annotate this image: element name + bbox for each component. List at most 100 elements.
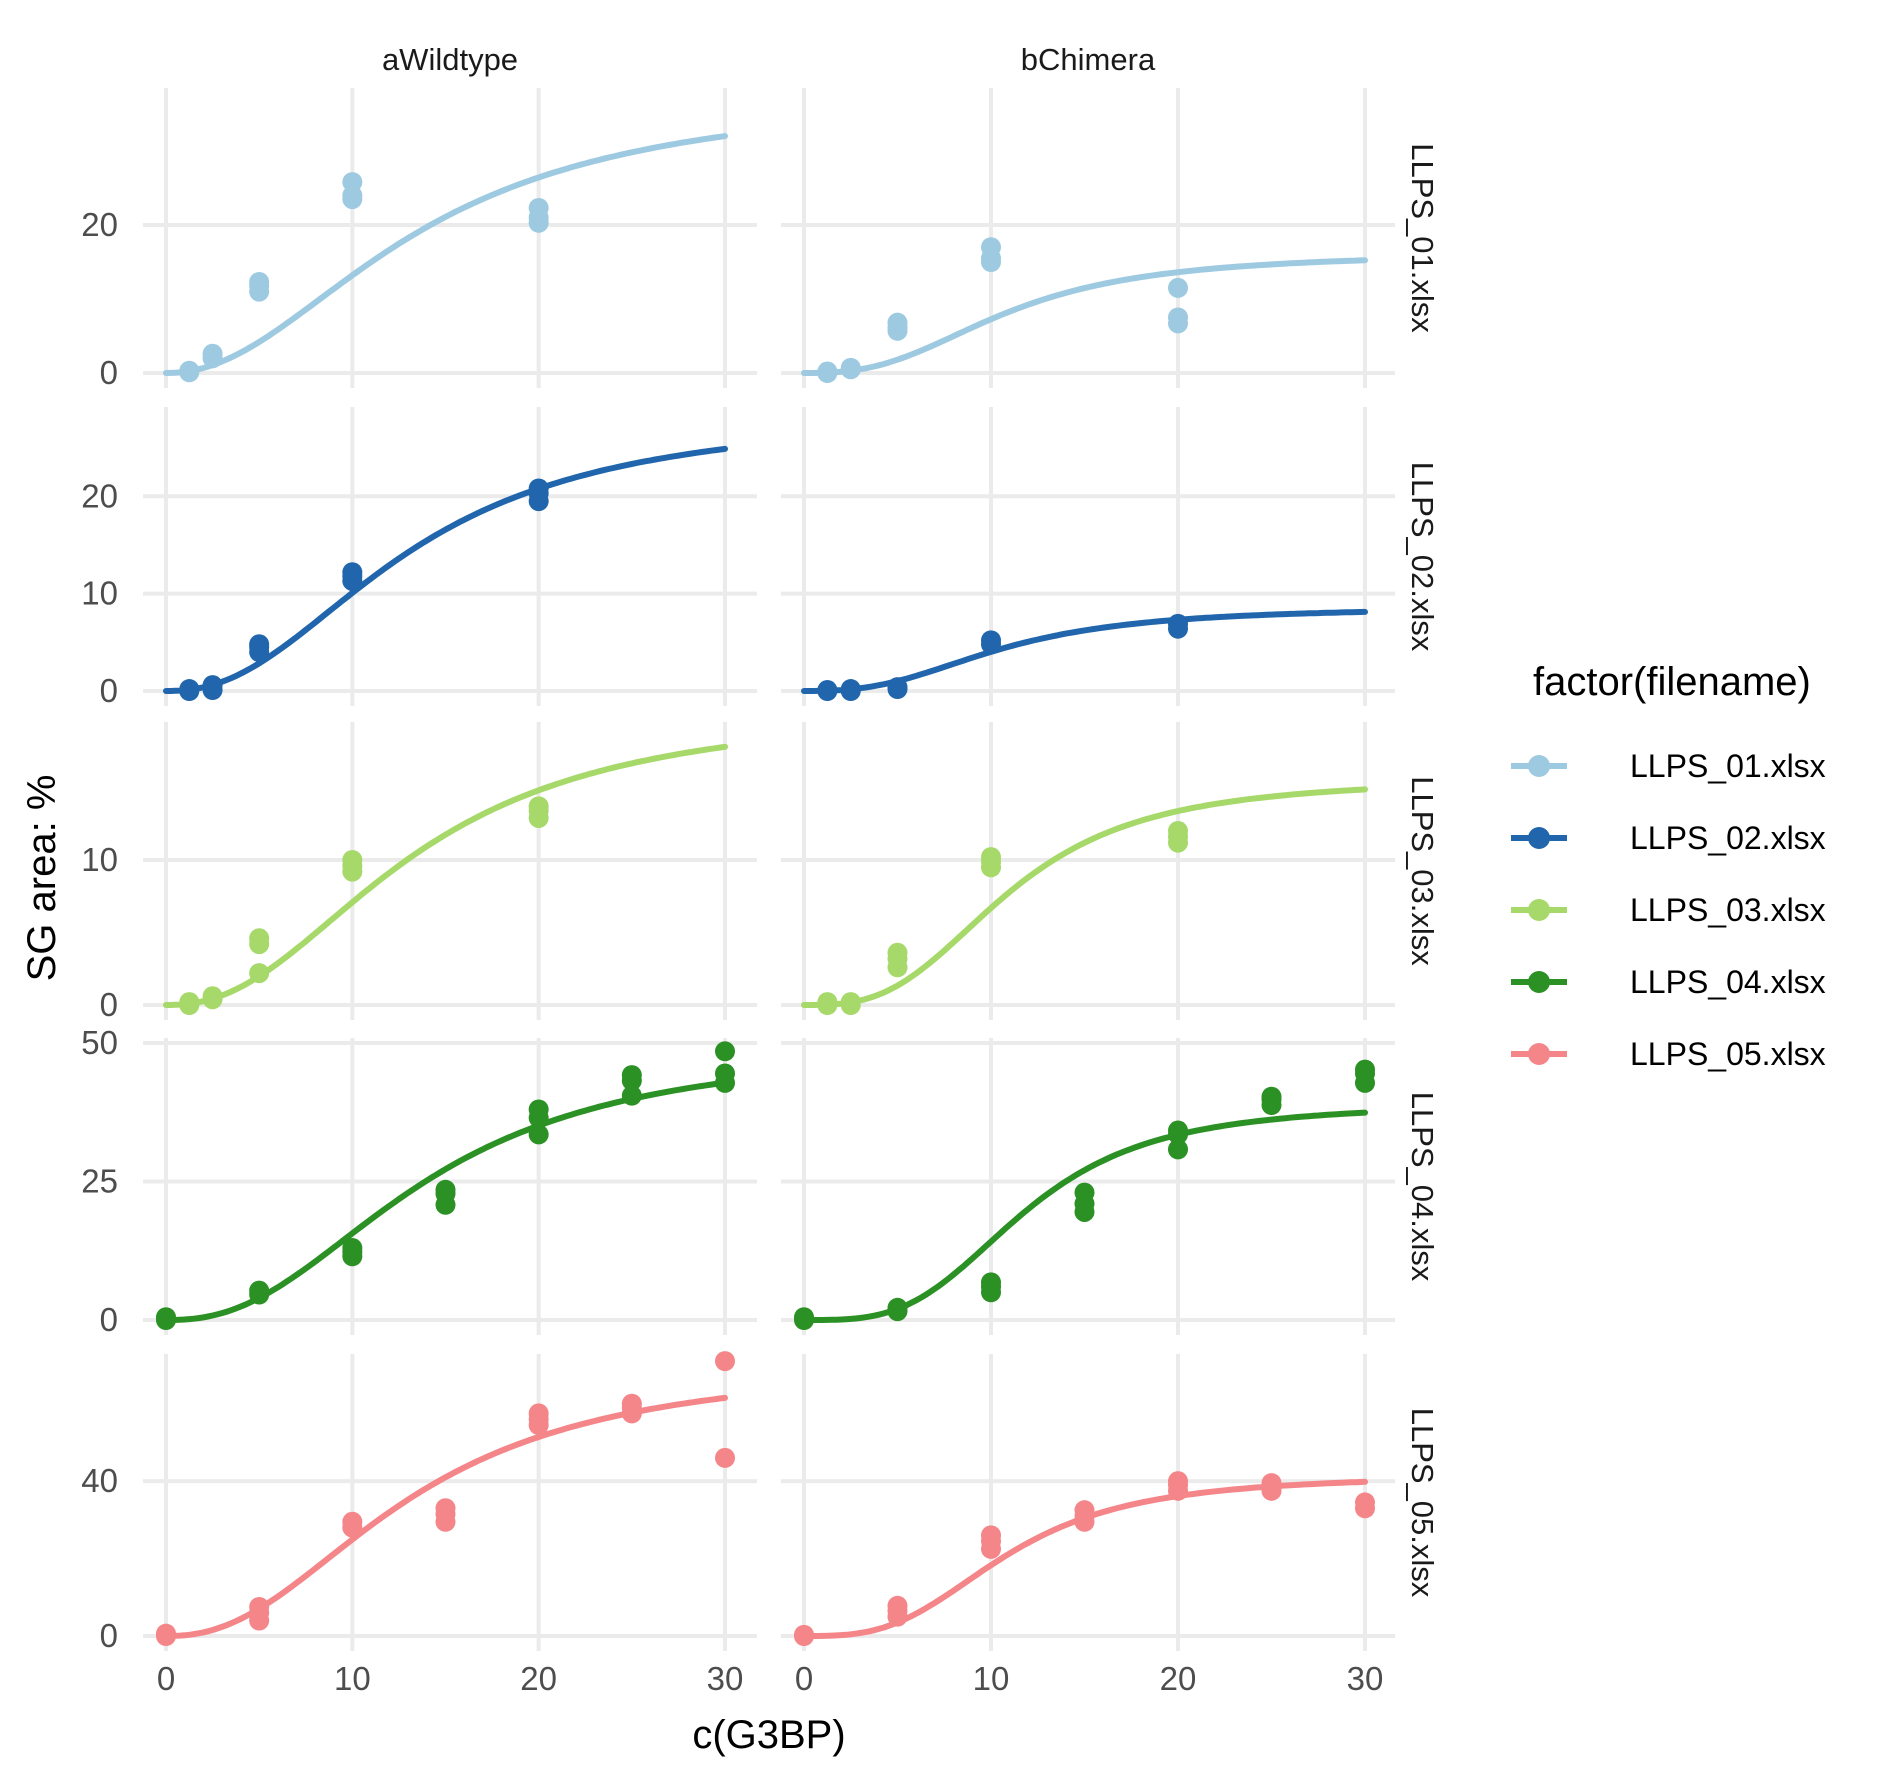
x-tick-label: 30 — [707, 1660, 744, 1697]
column-strip-label: bChimera — [1021, 42, 1156, 77]
data-point — [887, 312, 908, 333]
x-tick-label: 30 — [1347, 1660, 1384, 1697]
data-point — [981, 630, 1001, 651]
data-point — [817, 992, 838, 1013]
data-point — [435, 1498, 456, 1519]
data-point — [342, 850, 363, 870]
legend-key-point — [1528, 755, 1550, 777]
y-tick-label: 50 — [81, 1024, 118, 1061]
data-point — [621, 1393, 642, 1414]
legend-entry-label: LLPS_05.xlsx — [1630, 1036, 1826, 1072]
data-point — [981, 1525, 1001, 1546]
data-point — [435, 1179, 456, 1200]
data-point — [249, 963, 270, 984]
data-point — [528, 478, 549, 499]
data-point — [156, 1307, 176, 1328]
y-tick-label: 10 — [81, 841, 118, 878]
data-point — [528, 1124, 549, 1145]
legend-key-point — [1528, 1043, 1550, 1065]
legend-key-point — [1528, 971, 1550, 993]
data-point — [715, 1063, 735, 1084]
y-axis-title: SG area: % — [20, 775, 64, 982]
data-point — [981, 847, 1001, 868]
data-point — [528, 1099, 549, 1120]
fit-curve — [801, 608, 1368, 694]
data-point — [342, 172, 363, 193]
data-point — [887, 677, 908, 698]
row-strip-label: LLPS_05.xlsx — [1405, 1408, 1440, 1598]
legend-entry-label: LLPS_04.xlsx — [1630, 964, 1826, 1000]
y-tick-label: 20 — [81, 477, 118, 514]
legend-title: factor(filename) — [1533, 660, 1811, 704]
data-point — [342, 1511, 363, 1532]
data-point — [817, 361, 838, 382]
fit-curve — [163, 743, 728, 1008]
row-strip-label: LLPS_02.xlsx — [1405, 462, 1440, 652]
data-point — [840, 992, 861, 1013]
legend-entry-label: LLPS_03.xlsx — [1630, 892, 1826, 928]
data-point — [1074, 1500, 1095, 1521]
data-point — [1355, 1492, 1375, 1513]
data-point — [249, 634, 270, 655]
data-point — [1261, 1473, 1282, 1494]
data-point — [1355, 1059, 1375, 1080]
data-point — [1168, 277, 1188, 298]
x-tick-label: 10 — [334, 1660, 371, 1697]
fit-curve — [163, 445, 728, 694]
fit-curve — [801, 257, 1368, 376]
data-point — [887, 1297, 908, 1318]
data-point — [887, 1595, 908, 1616]
legend-entry-label: LLPS_02.xlsx — [1630, 820, 1826, 856]
data-point — [1168, 613, 1188, 634]
y-tick-label: 40 — [81, 1462, 118, 1499]
data-point — [1074, 1182, 1095, 1203]
data-point — [715, 1041, 735, 1062]
data-point — [715, 1447, 735, 1468]
legend-key-point — [1528, 899, 1550, 921]
y-tick-label: 0 — [100, 986, 118, 1023]
data-point — [202, 343, 223, 364]
data-point — [179, 679, 200, 700]
data-point — [1168, 307, 1188, 328]
data-point — [715, 1351, 735, 1372]
data-point — [981, 1272, 1001, 1293]
data-point — [342, 562, 363, 583]
row-strip-label: LLPS_03.xlsx — [1405, 776, 1440, 966]
data-point — [528, 197, 549, 218]
y-tick-label: 0 — [100, 1617, 118, 1654]
data-point — [249, 928, 270, 949]
data-point — [621, 1085, 642, 1106]
y-tick-label: 0 — [100, 1301, 118, 1338]
data-point — [1168, 821, 1188, 841]
data-point — [1168, 1471, 1188, 1492]
data-point — [1261, 1086, 1282, 1107]
data-point — [179, 992, 200, 1013]
data-point — [249, 1280, 270, 1301]
row-strip-label: LLPS_01.xlsx — [1405, 143, 1440, 333]
data-point — [817, 680, 838, 701]
fit-curve — [801, 786, 1368, 1008]
data-point — [528, 796, 549, 817]
y-tick-label: 20 — [81, 206, 118, 243]
data-point — [887, 942, 908, 963]
data-point — [1168, 1120, 1188, 1141]
data-point — [1168, 1139, 1188, 1160]
data-point — [840, 357, 861, 378]
data-point — [981, 237, 1001, 258]
data-point — [249, 271, 270, 292]
data-point — [794, 1307, 814, 1328]
legend-key-point — [1528, 827, 1550, 849]
data-point — [202, 986, 223, 1007]
row-strip-label: LLPS_04.xlsx — [1405, 1092, 1440, 1282]
data-point — [179, 360, 200, 381]
column-strip-label: aWildtype — [382, 42, 518, 77]
data-point — [528, 1403, 549, 1424]
label-layer: aWildtype bChimera LLPS_01.xlsx 0 20 LLPS_02.… — [81, 42, 1825, 1697]
data-point — [249, 1596, 270, 1617]
x-axis-title: c(G3BP) — [692, 1713, 845, 1757]
legend-entry-label: LLPS_01.xlsx — [1630, 748, 1826, 784]
y-tick-label: 10 — [81, 575, 118, 612]
x-tick-label: 20 — [520, 1660, 557, 1697]
